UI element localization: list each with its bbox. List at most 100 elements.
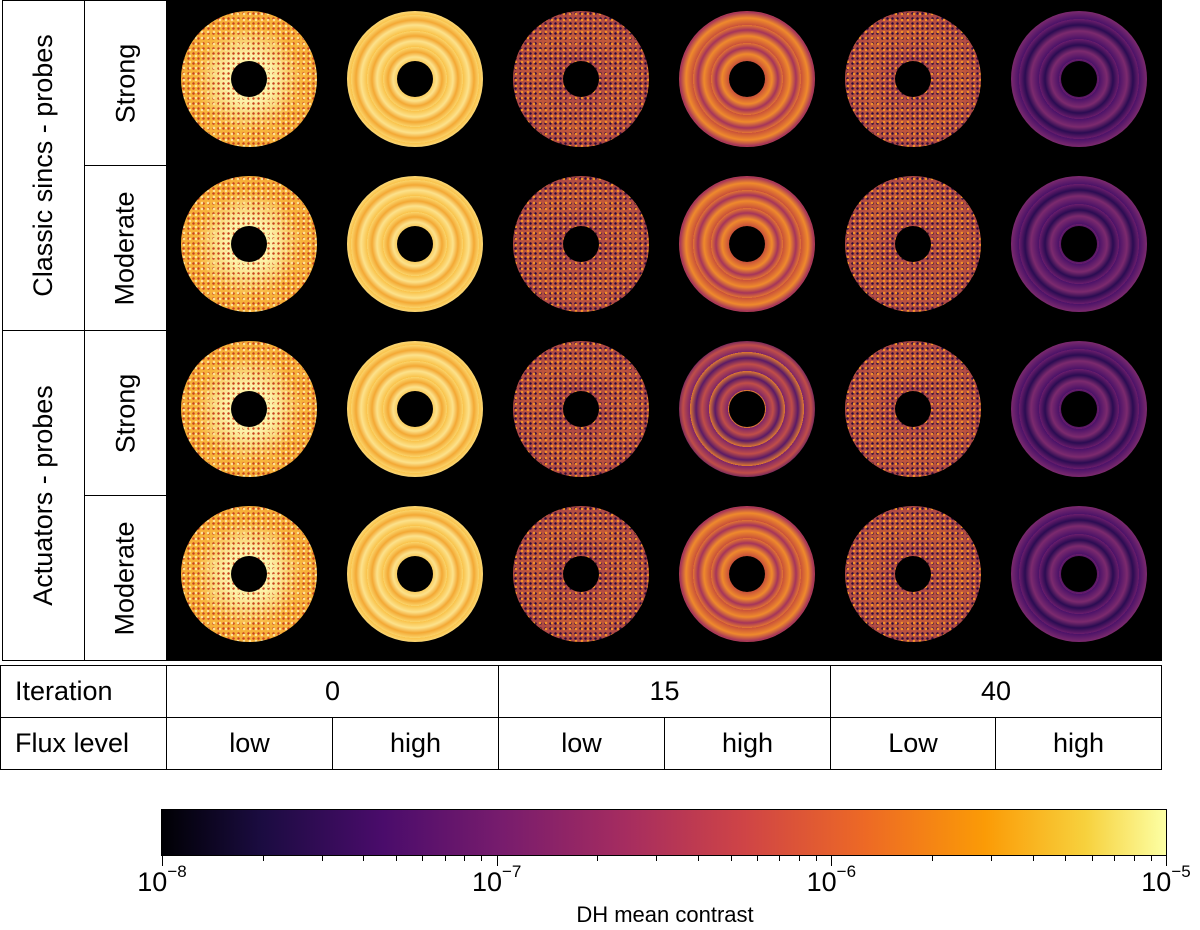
dark-hole-map: [1011, 175, 1147, 312]
colorbar-minor-tick: [481, 855, 483, 861]
colorbar-tick-exponent: −7: [501, 862, 522, 881]
colorbar-tick-exponent: −5: [1171, 862, 1191, 881]
dark-hole-center: [729, 556, 765, 593]
dark-hole-map: [513, 175, 649, 312]
flux-cell: high: [332, 717, 499, 770]
probe-level-cell: Strong: [84, 330, 167, 496]
colorbar-minor-tick: [730, 855, 732, 861]
colorbar-tick-exponent: −8: [167, 862, 187, 881]
dark-hole-map: [1011, 341, 1147, 478]
colorbar-major-tick: [162, 855, 163, 866]
colorbar-minor-tick: [656, 855, 658, 861]
dark-hole-center: [895, 225, 931, 262]
flux-cell: Low: [830, 717, 996, 770]
colorbar-tick-base: 10: [137, 867, 168, 897]
dark-hole-center: [1061, 391, 1097, 428]
dark-hole-map: [513, 506, 649, 643]
dark-hole-map: [845, 506, 981, 643]
flux-cell: high: [664, 717, 831, 770]
dark-hole-center: [563, 60, 599, 97]
dark-hole-center: [397, 391, 433, 428]
dark-hole-map: [679, 10, 815, 147]
colorbar-minor-tick: [444, 855, 446, 861]
dark-hole-map: [347, 506, 483, 643]
dark-hole-map: [347, 341, 483, 478]
iteration-value: 0: [324, 676, 341, 706]
colorbar: [161, 809, 1167, 856]
dark-hole-map: [679, 175, 815, 312]
dark-hole-map: [845, 341, 981, 478]
dark-hole-center: [231, 556, 267, 593]
row-group-classic-sincs-label: Classic sincs - probes: [28, 34, 59, 297]
colorbar-minor-tick: [464, 855, 466, 861]
dark-hole-center: [231, 60, 267, 97]
flux-value: low: [561, 728, 602, 758]
colorbar-major-tick: [1166, 855, 1167, 866]
colorbar-minor-tick: [757, 855, 759, 861]
colorbar-major-tick: [831, 855, 833, 866]
row-group-actuators: Actuators - probes: [2, 330, 85, 661]
probe-level-cell: Moderate: [84, 495, 167, 661]
dark-hole-map: [181, 175, 317, 312]
dark-hole-map: [1011, 10, 1147, 147]
colorbar-tick-base: 10: [471, 867, 502, 897]
dark-hole-center: [563, 391, 599, 428]
dark-hole-center: [231, 225, 267, 262]
dark-hole-map: [513, 341, 649, 478]
colorbar-minor-tick: [1114, 855, 1116, 861]
dark-hole-center: [729, 391, 765, 428]
iteration-value: 15: [649, 676, 680, 706]
dark-hole-center: [729, 60, 765, 97]
dark-hole-map: [181, 10, 317, 147]
colorbar-tick-label: 10−5: [1141, 862, 1190, 898]
dark-hole-image-grid: [166, 0, 1162, 661]
colorbar-minor-tick: [262, 855, 264, 861]
flux-value: high: [1052, 728, 1105, 758]
dark-hole-map: [845, 175, 981, 312]
iteration-cell: 15: [498, 665, 831, 718]
dark-hole-center: [895, 391, 931, 428]
iteration-cell: 40: [830, 665, 1162, 718]
dark-hole-center: [397, 60, 433, 97]
dark-hole-map: [679, 506, 815, 643]
probe-level-cell: Moderate: [84, 165, 167, 331]
dark-hole-map: [347, 175, 483, 312]
dark-hole-map: [513, 10, 649, 147]
dark-hole-center: [397, 556, 433, 593]
dark-hole-center: [563, 556, 599, 593]
colorbar-minor-tick: [363, 855, 365, 861]
colorbar-minor-tick: [1150, 855, 1152, 861]
dark-hole-center: [1061, 225, 1097, 262]
flux-value: Low: [888, 728, 938, 758]
colorbar-minor-tick: [1133, 855, 1135, 861]
dark-hole-map: [1011, 506, 1147, 643]
colorbar-minor-tick: [698, 855, 700, 861]
dark-hole-map: [679, 341, 815, 478]
flux-header: Flux level: [0, 717, 167, 770]
dark-hole-center: [397, 225, 433, 262]
row-group-classic-sincs: Classic sincs - probes: [2, 0, 85, 331]
probe-level-label: Strong: [110, 43, 140, 123]
dark-hole-map: [845, 10, 981, 147]
colorbar-tick-label: 10−8: [137, 862, 186, 898]
dark-hole-map: [181, 341, 317, 478]
colorbar-tick-base: 10: [1141, 867, 1172, 897]
colorbar-minor-tick: [991, 855, 992, 861]
iteration-header: Iteration: [0, 665, 167, 718]
colorbar-minor-tick: [597, 855, 599, 861]
colorbar-minor-tick: [395, 855, 397, 861]
colorbar-minor-tick: [816, 855, 818, 861]
colorbar-tick-base: 10: [806, 867, 837, 897]
probe-level-label: Strong: [110, 373, 140, 453]
dark-hole-center: [1061, 60, 1097, 97]
dark-hole-center: [231, 391, 267, 428]
probe-level-label: Moderate: [110, 520, 141, 636]
dark-hole-map: [347, 10, 483, 147]
flux-cell: low: [166, 717, 333, 770]
probe-level-label: Moderate: [110, 190, 141, 306]
colorbar-minor-tick: [1065, 855, 1067, 861]
colorbar-minor-tick: [798, 855, 800, 861]
row-group-actuators-label: Actuators - probes: [28, 385, 59, 606]
iteration-value: 40: [980, 676, 1012, 706]
flux-header-label: Flux level: [15, 728, 130, 758]
